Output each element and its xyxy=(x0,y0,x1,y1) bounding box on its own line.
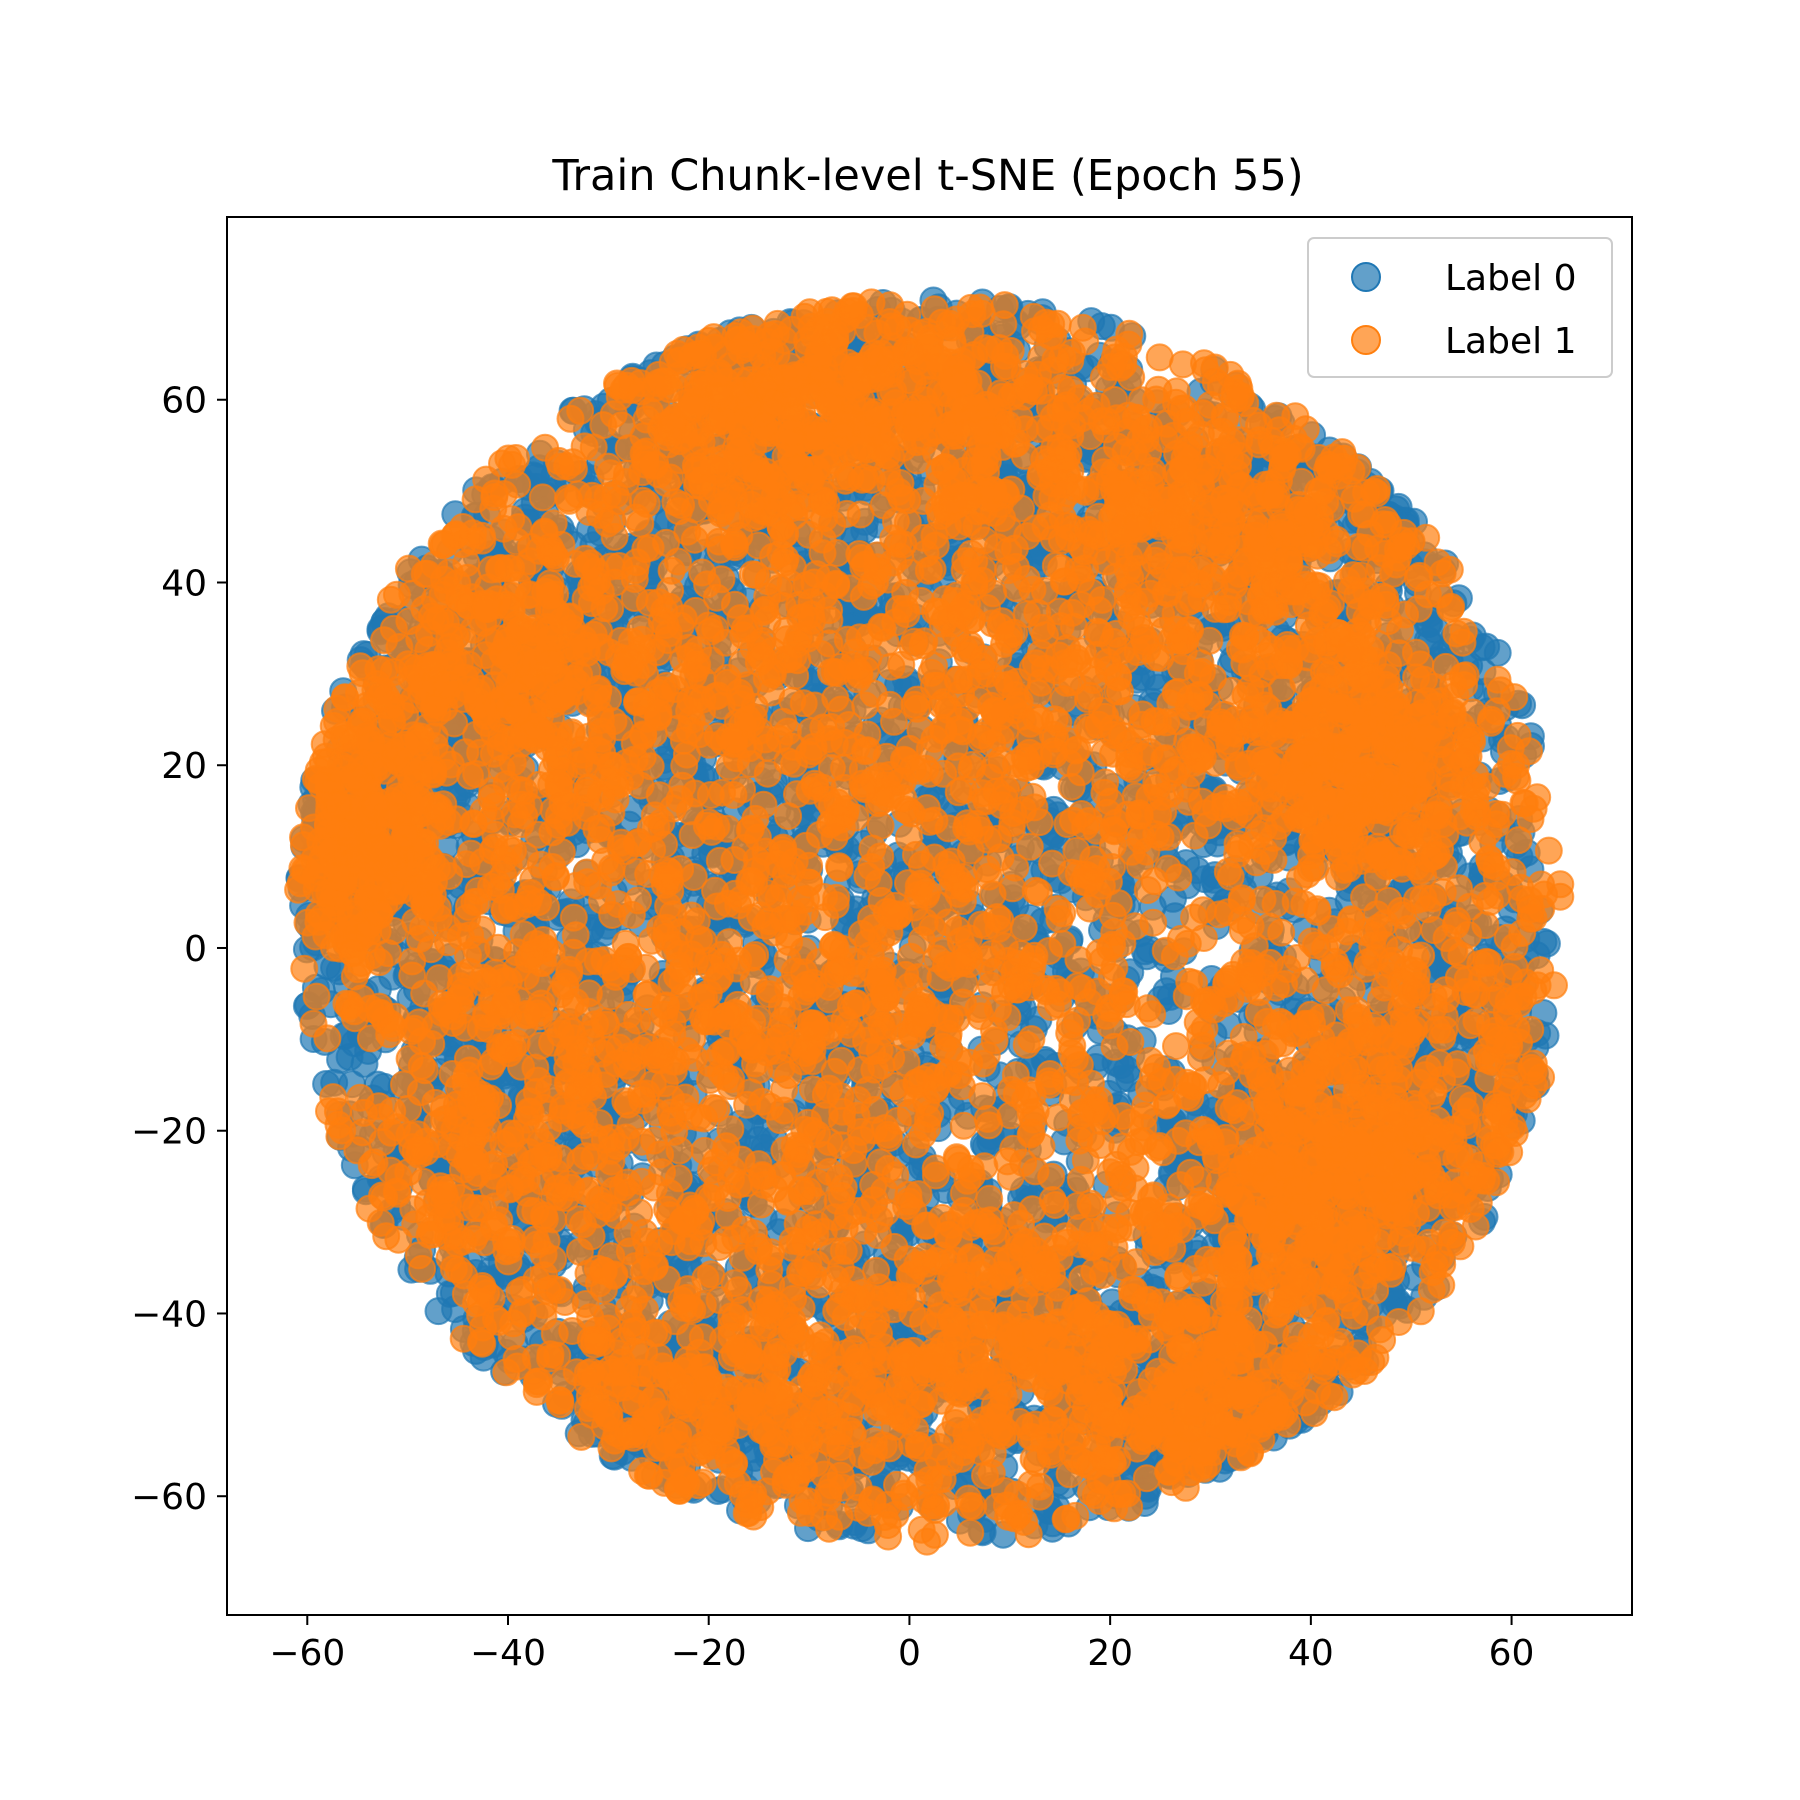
chart-title: Train Chunk-level t-SNE (Epoch 55) xyxy=(551,151,1303,201)
scatter-points xyxy=(284,286,1575,1556)
scatter-point xyxy=(1472,632,1501,661)
